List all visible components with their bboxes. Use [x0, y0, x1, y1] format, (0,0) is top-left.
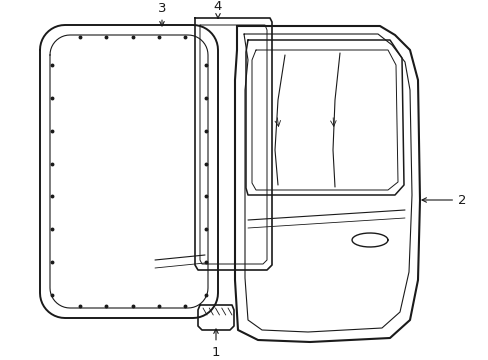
- Text: 2: 2: [421, 194, 466, 207]
- Text: 1: 1: [211, 329, 220, 359]
- Text: 4: 4: [213, 0, 222, 18]
- Text: 3: 3: [158, 1, 166, 26]
